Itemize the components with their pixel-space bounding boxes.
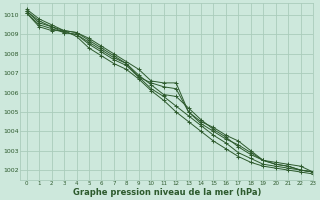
X-axis label: Graphe pression niveau de la mer (hPa): Graphe pression niveau de la mer (hPa) <box>73 188 261 197</box>
